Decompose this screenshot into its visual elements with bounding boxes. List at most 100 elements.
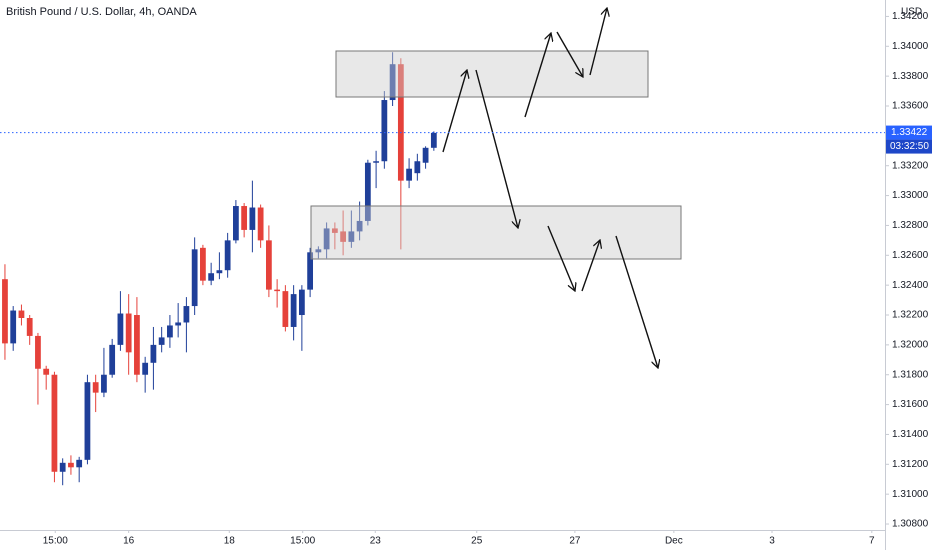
last-price-box: [886, 125, 932, 140]
candle-body: [307, 252, 314, 290]
candle-body: [265, 240, 272, 290]
candle-body: [331, 228, 338, 233]
candle-body: [167, 325, 173, 338]
candle-body: [298, 289, 305, 316]
x-tick-label: 27: [569, 536, 581, 547]
candle-body: [282, 291, 289, 327]
countdown-label: 03:32:50: [890, 141, 929, 152]
x-tick-label: 25: [471, 536, 483, 547]
candle-body: [340, 231, 346, 242]
countdown-box: [886, 139, 932, 154]
last-price-label: 1.33422: [891, 127, 928, 138]
y-tick-label: 1.31600: [892, 399, 929, 410]
candle-body: [150, 344, 157, 363]
candle-body: [109, 344, 116, 375]
y-tick-label: 1.32800: [892, 220, 929, 231]
candle-body: [142, 362, 149, 375]
y-tick-label: 1.33600: [892, 101, 929, 112]
candle-body: [76, 459, 83, 468]
candle-body: [68, 462, 74, 468]
arrow: [589, 8, 607, 76]
candle-body: [18, 310, 25, 318]
candle-body: [175, 322, 182, 326]
candle-body: [430, 132, 437, 148]
x-tick-label: Dec: [665, 536, 683, 547]
candle-body: [134, 315, 140, 375]
candle-body: [158, 337, 165, 345]
x-tick-label: 15:00: [290, 536, 315, 547]
candle-body: [364, 162, 371, 221]
x-tick-label: 15:00: [43, 536, 68, 547]
candle-body: [422, 147, 429, 163]
candle-body: [84, 382, 91, 460]
y-tick-label: 1.34000: [892, 41, 929, 52]
y-tick-label: 1.32000: [892, 340, 929, 351]
candles: [2, 52, 437, 486]
x-tick-label: 18: [224, 536, 236, 547]
demand-zone: [310, 205, 682, 260]
y-tick-label: 1.33800: [892, 71, 929, 82]
arrow: [524, 33, 551, 118]
candle-body: [315, 249, 322, 253]
candle-body: [208, 273, 215, 281]
candle-body: [117, 313, 124, 345]
candle-body: [92, 382, 99, 393]
candle-body: [125, 313, 132, 353]
arrow: [475, 69, 518, 228]
candle-body: [249, 207, 256, 230]
x-tick-label: 16: [123, 536, 135, 547]
y-tick-label: 1.31800: [892, 369, 929, 380]
y-tick-label: 1.30800: [892, 519, 929, 530]
candle-body: [373, 161, 379, 163]
candle-body: [216, 270, 223, 274]
candle-body: [381, 100, 388, 162]
y-tick-label: 1.32600: [892, 250, 929, 261]
candle-body: [389, 64, 396, 101]
y-axis-unit: USD: [901, 7, 922, 18]
y-tick-label: 1.34200: [892, 11, 929, 22]
candle-body: [241, 206, 248, 230]
x-tick-label: 23: [370, 536, 382, 547]
candle-body: [2, 279, 8, 344]
candle-body: [183, 306, 190, 323]
x-tick-label: 3: [769, 536, 775, 547]
candle-body: [348, 231, 355, 242]
candle-body: [10, 310, 17, 344]
candle-body: [26, 318, 33, 336]
candle-body: [356, 220, 363, 232]
y-tick-label: 1.31000: [892, 489, 929, 500]
arrow: [581, 240, 600, 292]
arrow: [547, 225, 575, 291]
y-tick-label: 1.31200: [892, 459, 929, 470]
candle-body: [233, 206, 239, 241]
y-tick-label: 1.31400: [892, 429, 929, 440]
arrows: [442, 8, 658, 368]
y-tick-label: 1.33200: [892, 160, 929, 171]
chart-title: British Pound / U.S. Dollar, 4h, OANDA: [6, 6, 197, 18]
candle-body: [274, 289, 281, 292]
x-tick-label: 7: [869, 536, 875, 547]
candle-body: [290, 294, 297, 327]
candle-body: [191, 249, 198, 307]
candle-body: [35, 335, 41, 369]
candle-body: [257, 207, 264, 241]
candle-body: [200, 247, 206, 281]
arrow: [556, 31, 583, 77]
supply-zone: [335, 50, 649, 98]
candle-body: [59, 462, 66, 472]
candle-body: [51, 374, 58, 472]
y-tick-label: 1.33000: [892, 190, 929, 201]
candle-body: [43, 368, 50, 375]
candle-body: [414, 161, 421, 174]
candle-body: [224, 240, 231, 271]
y-tick-label: 1.32200: [892, 310, 929, 321]
candle-body: [406, 168, 412, 181]
arrow: [615, 235, 658, 368]
y-tick-label: 1.32400: [892, 280, 929, 291]
candle-body: [101, 374, 107, 393]
candle-body: [397, 64, 404, 181]
arrow: [442, 70, 467, 153]
